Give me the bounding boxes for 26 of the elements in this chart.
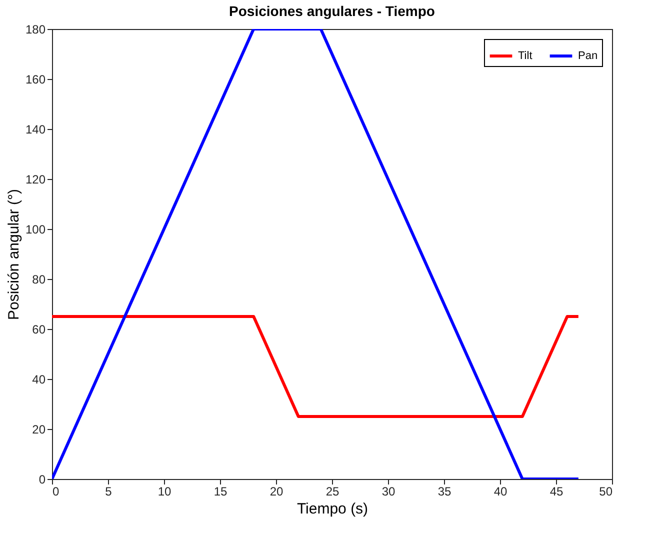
x-tick-label: 20 (270, 484, 284, 498)
x-tick-label: 50 (599, 484, 613, 498)
x-tick-label: 0 (52, 484, 60, 498)
y-tick-label: 40 (32, 372, 46, 386)
y-tick-label: 160 (25, 72, 46, 86)
x-tick-label: 35 (438, 484, 452, 498)
y-tick-label: 100 (25, 222, 46, 236)
y-tick-label: 140 (25, 122, 46, 136)
x-tick-label: 10 (158, 484, 172, 498)
x-tick-label: 45 (550, 484, 564, 498)
y-tick-label: 80 (32, 272, 46, 286)
y-axis-title: Posición angular (°) (5, 188, 22, 320)
y-tick-label: 0 (38, 472, 46, 486)
legend-label: Tilt (518, 50, 532, 62)
x-tick-label: 40 (494, 484, 508, 498)
y-tick-label: 120 (25, 172, 46, 186)
chart-title: Posiciones angulares - Tiempo (229, 3, 435, 19)
x-axis-title: Tiempo (s) (296, 500, 368, 518)
x-tick-label: 5 (105, 484, 112, 498)
x-tick-label: 25 (326, 484, 340, 498)
y-tick-label: 20 (32, 422, 46, 436)
y-tick-label: 180 (25, 22, 46, 36)
y-tick-label: 60 (32, 322, 46, 336)
legend-label: Pan (578, 50, 598, 62)
x-tick-label: 15 (214, 484, 228, 498)
x-tick-label: 30 (382, 484, 396, 498)
